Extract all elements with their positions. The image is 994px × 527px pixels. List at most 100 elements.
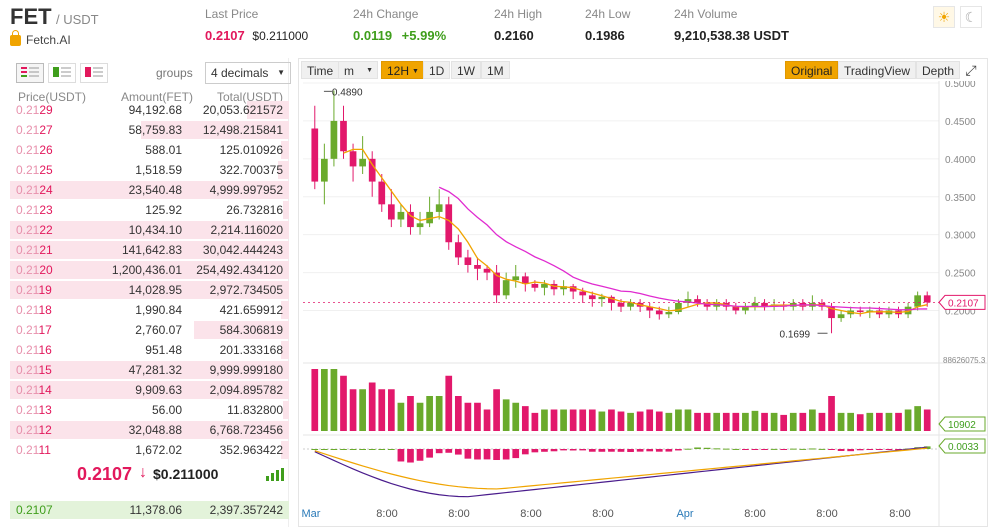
macd-bar xyxy=(866,449,874,450)
volume-bar xyxy=(818,412,826,431)
macd-bar xyxy=(397,449,405,462)
ask-row[interactable]: 0.2112 32,048.88 6,768.723456 xyxy=(10,420,289,440)
ask-price: 0.2115 xyxy=(16,363,52,377)
stat-label: 24h Change xyxy=(353,7,419,21)
bid-row[interactable]: 0.2107 11,378.06 2,397.357242 xyxy=(10,500,289,520)
ask-row[interactable]: 0.2129 94,192.68 20,053.621572 xyxy=(10,100,289,120)
ask-row[interactable]: 0.2113 56.00 11.832800 xyxy=(10,400,289,420)
ask-total: 2,972.734505 xyxy=(209,283,283,297)
interval-1w-button[interactable]: 1W xyxy=(451,61,481,79)
x-tick-label: 8:00 xyxy=(376,508,397,520)
candle-body xyxy=(541,283,548,288)
ask-row[interactable]: 0.2119 14,028.95 2,972.734505 xyxy=(10,280,289,300)
macd-bar xyxy=(474,449,481,460)
candle-body xyxy=(397,211,405,220)
tradingview-button[interactable]: TradingView xyxy=(838,61,917,79)
high-value: 0.2160 xyxy=(494,28,534,43)
macd-bar xyxy=(742,449,749,450)
candle-body xyxy=(349,151,357,167)
view-bids-button[interactable] xyxy=(48,63,76,83)
interval-1m-button[interactable]: 1M xyxy=(481,61,510,79)
stat-24h-high: 24h High 0.2160 xyxy=(494,7,542,43)
x-tick-label: Mar xyxy=(302,508,321,520)
ask-amount: 1,518.59 xyxy=(135,163,182,177)
ask-row[interactable]: 0.2127 58,759.83 12,498.215841 xyxy=(10,120,289,140)
ask-depth-bar xyxy=(141,121,289,139)
volume-bar xyxy=(866,412,874,431)
volume-bar xyxy=(780,414,788,431)
macd-bar xyxy=(885,449,893,450)
candle-body xyxy=(588,295,596,300)
bid-amount: 11,378.06 xyxy=(129,503,183,517)
ask-row[interactable]: 0.2122 10,434.10 2,214.116020 xyxy=(10,220,289,240)
ask-price: 0.2123 xyxy=(16,203,53,217)
project-name[interactable]: Fetch.AI xyxy=(10,29,71,47)
ask-total: 254,492.434120 xyxy=(196,263,283,277)
volume-bar xyxy=(646,409,654,431)
original-view-button[interactable]: Original xyxy=(785,61,839,79)
candle-body xyxy=(359,158,366,167)
book-bids-icon xyxy=(53,67,71,77)
interval-1d-button[interactable]: 1D xyxy=(423,61,451,79)
ask-amount: 2,760.07 xyxy=(135,323,182,337)
ask-row[interactable]: 0.2118 1,990.84 421.659912 xyxy=(10,300,289,320)
ask-row[interactable]: 0.2121 141,642.83 30,042.444243 xyxy=(10,240,289,260)
candle-body xyxy=(598,296,606,300)
decimals-select[interactable]: 4 decimals ▼ xyxy=(205,62,291,84)
decimals-value: 4 decimals xyxy=(211,66,269,80)
ask-row[interactable]: 0.2123 125.92 26.732816 xyxy=(10,200,289,220)
volume-bar xyxy=(923,409,931,431)
ask-row[interactable]: 0.2117 2,760.07 584.306819 xyxy=(10,320,289,340)
price-chart[interactable]: 0.5000 0.4500 0.4000 0.3500 0.3000 0.2500 0.20… xyxy=(299,81,987,526)
view-both-button[interactable] xyxy=(16,63,44,83)
view-asks-button[interactable] xyxy=(80,63,108,83)
macd-bar xyxy=(512,449,520,459)
ask-row[interactable]: 0.2114 9,909.63 2,094.895782 xyxy=(10,380,289,400)
book-last-usd: $0.211000 xyxy=(153,466,219,482)
macd-bar xyxy=(751,449,759,450)
ma-fast-line xyxy=(343,148,928,315)
ask-total: 125.010926 xyxy=(219,143,283,157)
volume-bar xyxy=(655,411,663,431)
ask-total: 26.732816 xyxy=(226,203,283,217)
time-button[interactable]: Time xyxy=(301,61,340,79)
last-price-value: 0.2107 xyxy=(205,28,245,43)
ask-row[interactable]: 0.2111 1,672.02 352.963422 xyxy=(10,440,289,460)
ask-row[interactable]: 0.2125 1,518.59 322.700375 xyxy=(10,160,289,180)
dark-theme-button[interactable]: ☾ xyxy=(960,6,982,28)
ask-row[interactable]: 0.2120 1,200,436.01 254,492.434120 xyxy=(10,260,289,280)
ask-total: 20,053.621572 xyxy=(202,103,283,117)
candle-body xyxy=(493,272,500,296)
macd-bar xyxy=(809,448,816,450)
ask-depth-bar xyxy=(280,341,289,359)
macd-signal-line xyxy=(314,447,928,490)
macd-bar xyxy=(349,449,357,450)
ask-amount: 588.01 xyxy=(145,143,182,157)
ask-row[interactable]: 0.2126 588.01 125.010926 xyxy=(10,140,289,160)
ask-total: 2,094.895782 xyxy=(209,383,283,397)
macd-bar xyxy=(569,449,577,451)
fullscreen-icon[interactable]: ⤢ xyxy=(965,62,977,78)
price-tick-label: 0.5000 xyxy=(945,81,976,90)
macd-bar xyxy=(435,449,443,454)
candle-body xyxy=(340,120,347,152)
candle-body xyxy=(560,286,567,290)
depth-button[interactable]: Depth xyxy=(916,61,961,79)
candle-body xyxy=(646,306,654,311)
ask-price: 0.2120 xyxy=(16,263,53,277)
ask-price: 0.2122 xyxy=(16,223,53,237)
volume-bar xyxy=(895,412,902,431)
minutes-select[interactable]: m ▼ xyxy=(338,61,378,79)
ask-row[interactable]: 0.2115 47,281.32 9,999.999180 xyxy=(10,360,289,380)
ask-row[interactable]: 0.2124 23,540.48 4,999.997952 xyxy=(10,180,289,200)
light-theme-button[interactable]: ☀ xyxy=(933,6,955,28)
candle-body xyxy=(464,257,472,265)
ask-price: 0.2129 xyxy=(16,103,53,117)
bid-price: 0.2107 xyxy=(16,503,53,517)
signal-bars-icon[interactable] xyxy=(266,468,284,481)
interval-12h-button[interactable]: 12H ▼ xyxy=(381,61,425,79)
candle-body xyxy=(387,204,395,220)
candle-body xyxy=(311,128,319,182)
ask-row[interactable]: 0.2116 951.48 201.333168 xyxy=(10,340,289,360)
groups-label: groups xyxy=(156,66,193,80)
